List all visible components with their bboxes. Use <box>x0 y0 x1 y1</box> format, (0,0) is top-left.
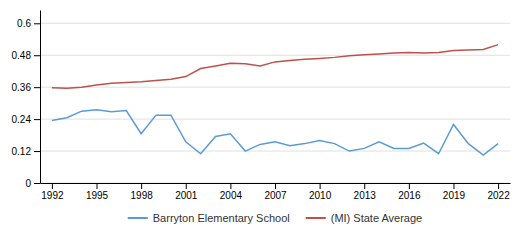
x-tick: 2016 <box>398 183 421 201</box>
grid-line <box>40 87 510 88</box>
y-tick-label: 0.36 <box>12 82 32 93</box>
y-tick: 0.36 <box>12 82 40 93</box>
x-tick-mark <box>364 183 365 189</box>
y-tick-label: 0 <box>25 178 31 189</box>
y-tick-label: 0.6 <box>17 18 31 29</box>
y-tick-mark <box>34 183 40 184</box>
chart: 1992 1995 1998 2001 2004 2007 2010 2013 2016 2019… <box>0 0 524 229</box>
y-tick-mark <box>34 55 40 56</box>
y-tick: 0.48 <box>12 50 40 61</box>
x-tick: 1995 <box>86 183 109 201</box>
x-tick: 1998 <box>131 183 154 201</box>
legend: Barryton Elementary School (MI) State Ave… <box>128 212 422 224</box>
x-tick-label: 1992 <box>41 190 64 201</box>
x-tick: 2004 <box>220 183 243 201</box>
legend-label: Barryton Elementary School <box>153 212 290 224</box>
y-tick-mark <box>34 23 40 24</box>
x-tick-label: 2001 <box>175 190 198 201</box>
x-tick: 2022 <box>487 183 510 201</box>
x-tick-label: 2004 <box>220 190 243 201</box>
y-tick: 0 <box>25 178 40 189</box>
x-tick-mark <box>498 183 499 189</box>
x-tick: 2019 <box>443 183 466 201</box>
x-tick-mark <box>409 183 410 189</box>
legend-item: Barryton Elementary School <box>128 212 290 224</box>
x-tick-mark <box>141 183 142 189</box>
x-tick-label: 2022 <box>487 190 510 201</box>
grid-line <box>40 119 510 120</box>
x-tick-mark <box>320 183 321 189</box>
legend-swatch <box>128 217 148 219</box>
grid-line <box>40 23 510 24</box>
x-axis: 1992 1995 1998 2001 2004 2007 2010 2013 2016 2019… <box>41 183 511 201</box>
x-tick-mark <box>230 183 231 189</box>
x-tick-label: 2019 <box>443 190 466 201</box>
series-line <box>52 45 498 89</box>
series-line <box>52 110 498 155</box>
y-tick-mark <box>34 87 40 88</box>
legend-item: (MI) State Average <box>306 212 423 224</box>
y-tick-mark <box>34 119 40 120</box>
y-axis-line <box>40 11 41 184</box>
x-tick-label: 2010 <box>309 190 332 201</box>
y-tick-mark <box>34 151 40 152</box>
x-tick-mark <box>52 183 53 189</box>
x-tick-mark <box>97 183 98 189</box>
y-tick: 0.24 <box>12 114 40 125</box>
legend-swatch <box>306 217 326 219</box>
x-tick-label: 2013 <box>354 190 377 201</box>
x-tick: 2010 <box>309 183 332 201</box>
x-tick-label: 1995 <box>86 190 109 201</box>
y-tick-label: 0.24 <box>12 114 32 125</box>
grid <box>40 23 510 183</box>
x-tick: 2007 <box>264 183 287 201</box>
x-tick-label: 2016 <box>398 190 421 201</box>
x-tick-mark <box>186 183 187 189</box>
plot-area <box>52 45 498 155</box>
y-tick-label: 0.48 <box>12 50 32 61</box>
y-tick: 0.6 <box>17 18 40 29</box>
x-tick: 2013 <box>354 183 377 201</box>
y-tick: 0.12 <box>12 146 40 157</box>
y-tick-label: 0.12 <box>12 146 32 157</box>
legend-label: (MI) State Average <box>331 212 423 224</box>
grid-line <box>40 55 510 56</box>
x-tick-label: 2007 <box>264 190 287 201</box>
x-tick: 2001 <box>175 183 198 201</box>
y-axis: 0 0.12 0.24 0.36 0.48 0.6 <box>12 11 41 189</box>
x-tick-mark <box>275 183 276 189</box>
x-tick: 1992 <box>41 183 64 201</box>
x-tick-mark <box>453 183 454 189</box>
x-tick-label: 1998 <box>131 190 154 201</box>
